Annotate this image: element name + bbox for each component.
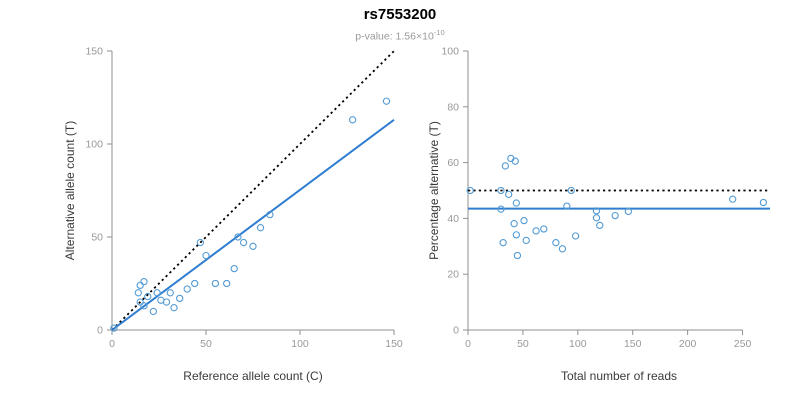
data-point	[512, 231, 520, 239]
panel-percentage-alternative: 0 50 100 150 200 250 0 20 40 60 80 100 Total number …	[427, 46, 770, 383]
data-point	[202, 251, 210, 260]
data-point	[512, 199, 520, 207]
data-point	[166, 289, 174, 297]
figure-subtitle: p-value: 1.56×10-10	[0, 26, 800, 44]
x-tick-label: 100	[291, 338, 309, 350]
y-tick-label: 100	[85, 139, 103, 151]
data-point	[211, 279, 220, 288]
data-point	[504, 190, 513, 199]
y-tick-label: 60	[447, 157, 459, 169]
data-point	[592, 207, 601, 215]
data-point	[110, 324, 118, 332]
data-point	[592, 214, 601, 222]
data-point	[499, 239, 507, 247]
data-point	[249, 242, 257, 250]
data-point	[223, 279, 231, 288]
pvalue-exponent: -10	[433, 28, 445, 37]
data-point	[348, 116, 357, 124]
x-tick-label: 50	[517, 338, 529, 350]
data-point	[532, 227, 540, 235]
y-tick-label: 150	[85, 46, 103, 58]
data-point	[382, 97, 391, 105]
data-point	[501, 162, 509, 170]
x-tick-label: 150	[624, 338, 642, 350]
y-tick-label: 0	[97, 325, 103, 337]
data-point	[510, 220, 518, 228]
x-axis-title: Total number of reads	[561, 369, 677, 383]
y-tick-label: 50	[91, 232, 103, 244]
y-tick-label: 20	[447, 269, 459, 281]
data-point	[136, 281, 144, 290]
data-point	[149, 307, 158, 316]
y-tick-label: 80	[447, 101, 459, 113]
data-point	[729, 195, 737, 203]
data-point	[497, 205, 505, 213]
data-point	[520, 216, 528, 225]
data-point	[611, 211, 619, 220]
data-point	[558, 245, 567, 253]
y-tick-label: 40	[447, 213, 459, 225]
figure-title: rs7553200	[363, 6, 437, 23]
data-point	[571, 232, 580, 240]
x-axis-title: Reference allele count (C)	[183, 369, 322, 383]
figure-header: rs7553200 p-value: 1.56×10-10	[0, 6, 800, 44]
data-point	[497, 186, 505, 195]
data-point	[144, 292, 152, 301]
y-tick-label: 100	[441, 46, 459, 58]
data-point	[511, 157, 519, 165]
data-point	[134, 289, 142, 297]
y-axis-title: Alternative allele count (T)	[63, 121, 77, 260]
data-point	[522, 236, 530, 245]
y-tick-label: 0	[453, 325, 459, 337]
data-point	[140, 277, 148, 286]
fit-line	[111, 119, 395, 331]
x-tick-label: 250	[734, 338, 752, 350]
panel-allele-counts: 0 50 100 150 0 50 100 150 Reference allele count…	[63, 46, 403, 384]
data-point	[596, 221, 604, 230]
data-point	[176, 294, 184, 303]
data-point	[466, 186, 474, 195]
data-point	[624, 207, 632, 216]
data-point	[563, 202, 571, 210]
x-tick-label: 200	[679, 338, 697, 350]
data-point	[191, 279, 199, 288]
pvalue-label: p-value:	[355, 30, 393, 43]
x-tick-label: 50	[200, 338, 212, 350]
x-tick-label: 0	[109, 338, 115, 350]
x-tick-label: 0	[465, 338, 471, 350]
x-tick-label: 150	[385, 338, 403, 350]
data-point	[513, 251, 522, 260]
data-point	[256, 224, 265, 232]
data-point	[153, 289, 161, 297]
data-point	[540, 225, 548, 233]
identity-line	[111, 50, 395, 331]
data-point	[140, 302, 148, 310]
data-point	[552, 239, 560, 247]
pvalue-mantissa: 1.56×10	[392, 30, 434, 43]
data-point	[230, 264, 238, 273]
data-point	[196, 238, 205, 247]
data-point	[234, 233, 242, 241]
data-point	[162, 298, 171, 306]
data-point	[239, 238, 248, 247]
x-tick-label: 100	[569, 338, 587, 350]
data-point	[183, 285, 191, 293]
data-point	[136, 298, 144, 306]
data-point	[266, 211, 274, 219]
data-point	[170, 304, 178, 312]
data-point	[759, 198, 768, 207]
y-axis-title: Percentage alternative (T)	[427, 121, 441, 260]
data-point	[567, 186, 575, 195]
